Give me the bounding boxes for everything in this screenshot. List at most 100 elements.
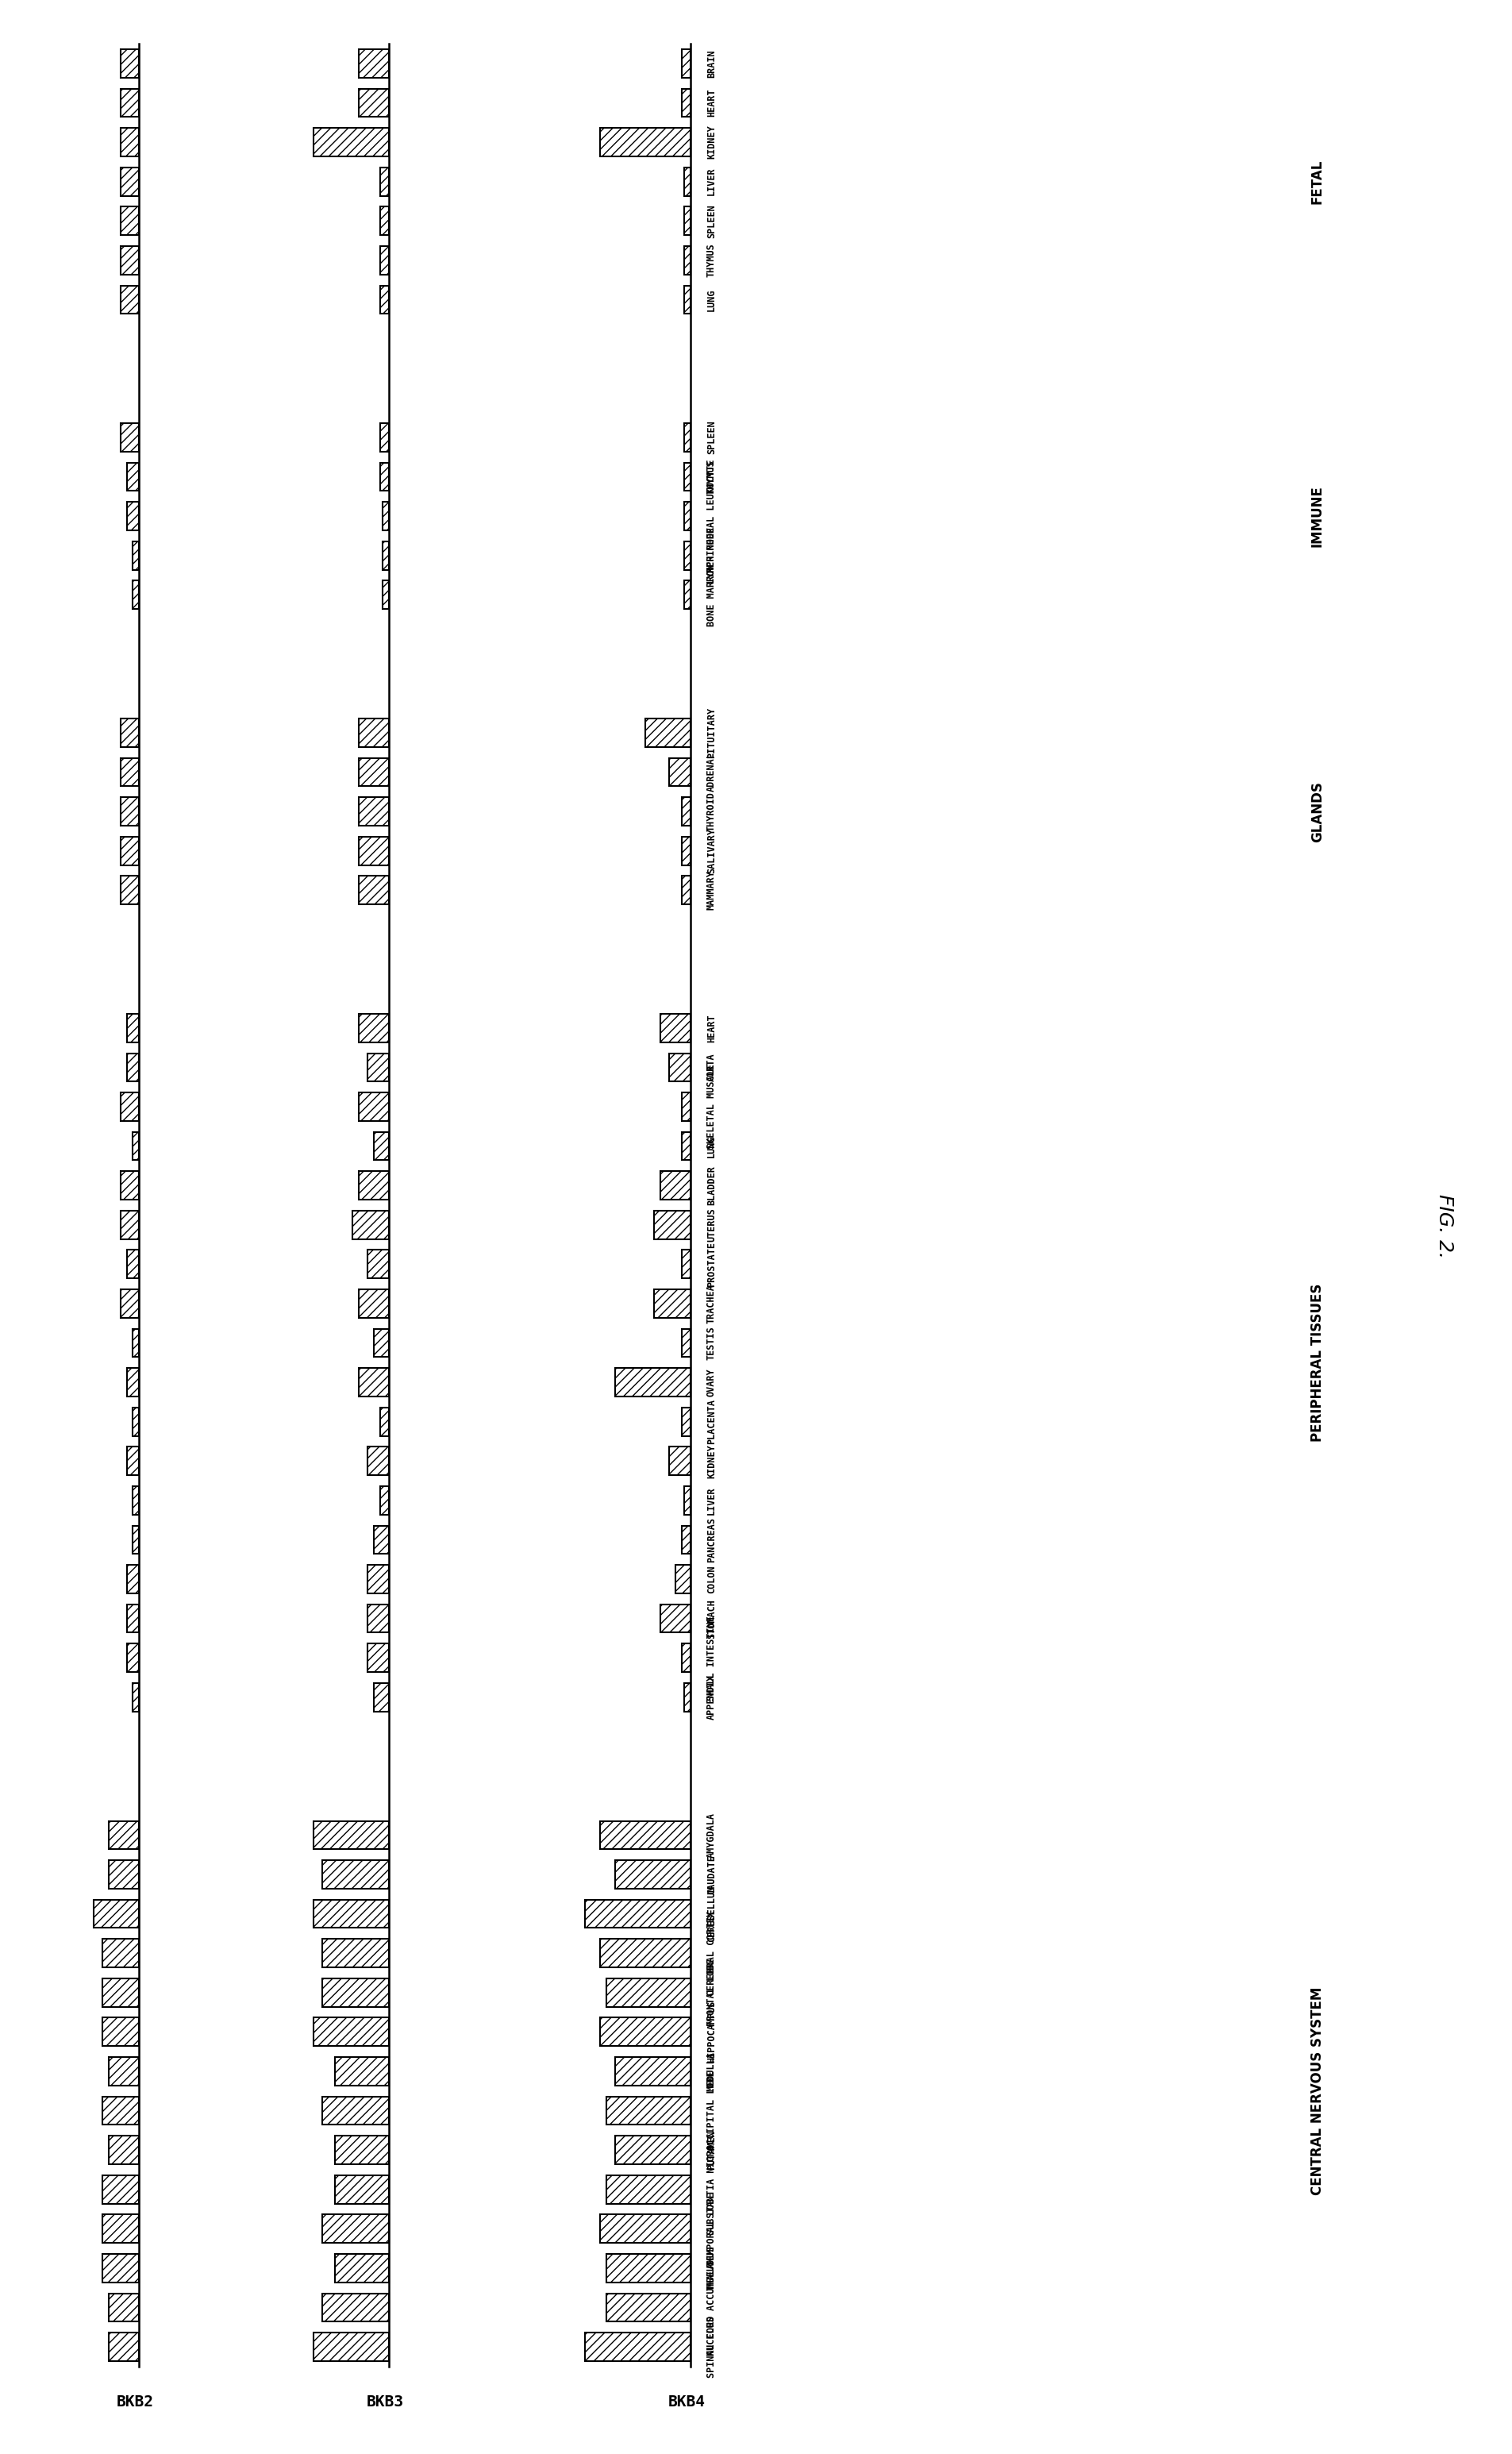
Bar [127, 1249, 139, 1279]
Bar [358, 1014, 389, 1043]
Bar [103, 2253, 139, 2282]
Bar [655, 1288, 689, 1318]
Bar [109, 1860, 139, 1890]
Bar [103, 2017, 139, 2047]
Text: FRONTAL LOBE: FRONTAL LOBE [706, 1958, 717, 2027]
Text: TEMPORAL LOBE: TEMPORAL LOBE [706, 2191, 717, 2265]
Text: BKB3: BKB3 [366, 2395, 404, 2410]
Text: NUCELUS ACCUMBEUS: NUCELUS ACCUMBEUS [706, 2260, 717, 2356]
Bar [367, 1605, 389, 1632]
Bar [661, 1605, 689, 1632]
Bar [121, 758, 139, 785]
Bar [121, 798, 139, 825]
Bar [358, 1092, 389, 1121]
Text: BKB2: BKB2 [116, 2395, 154, 2410]
Bar [680, 837, 689, 864]
Bar [103, 1939, 139, 1968]
Text: FETAL: FETAL [1309, 160, 1325, 204]
Bar [606, 2096, 689, 2125]
Text: LUNG: LUNG [706, 1134, 717, 1158]
Bar [313, 128, 389, 157]
Bar [322, 1978, 389, 2007]
Text: LIVER: LIVER [706, 1487, 717, 1514]
Bar [121, 206, 139, 236]
Text: AMYGDALA: AMYGDALA [706, 1814, 717, 1858]
Text: BKB4: BKB4 [668, 2395, 705, 2410]
Bar [322, 2294, 389, 2321]
Bar [680, 88, 689, 118]
Text: KIDNEY: KIDNEY [706, 125, 717, 160]
Bar [380, 464, 389, 491]
Text: UTERUS: UTERUS [706, 1207, 717, 1242]
Text: TRACHEA: TRACHEA [706, 1283, 717, 1323]
Text: STOMACH: STOMACH [706, 1598, 717, 1639]
Bar [109, 1821, 139, 1850]
Bar [334, 2174, 389, 2204]
Bar [668, 1053, 689, 1082]
Bar [367, 1566, 389, 1593]
Bar [322, 1860, 389, 1890]
Text: LUNG: LUNG [706, 287, 717, 312]
Text: LIVER: LIVER [706, 167, 717, 196]
Bar [615, 2135, 689, 2164]
Bar [103, 1978, 139, 2007]
Bar [121, 1288, 139, 1318]
Text: FIG. 2.: FIG. 2. [1435, 1195, 1453, 1259]
Bar [383, 582, 389, 609]
Bar [683, 1487, 689, 1514]
Bar [646, 719, 689, 746]
Text: PROSTATE: PROSTATE [706, 1242, 717, 1286]
Text: SUBSTANTIA NIGRA: SUBSTANTIA NIGRA [706, 2145, 717, 2236]
Bar [380, 1409, 389, 1436]
Bar [334, 2253, 389, 2282]
Text: OCCIPITAL LOBE: OCCIPITAL LOBE [706, 2071, 717, 2150]
Bar [600, 1821, 689, 1850]
Bar [322, 2096, 389, 2125]
Bar [358, 1288, 389, 1318]
Bar [322, 2214, 389, 2243]
Bar [121, 1092, 139, 1121]
Bar [380, 422, 389, 452]
Bar [133, 1526, 139, 1553]
Bar [358, 1369, 389, 1396]
Text: MEDULLA: MEDULLA [706, 2052, 717, 2091]
Bar [380, 167, 389, 196]
Bar [358, 719, 389, 746]
Bar [680, 49, 689, 79]
Bar [121, 1210, 139, 1239]
Text: AORTA: AORTA [706, 1053, 717, 1082]
Bar [127, 464, 139, 491]
Bar [367, 1644, 389, 1671]
Bar [127, 1566, 139, 1593]
Bar [133, 1131, 139, 1161]
Bar [133, 1683, 139, 1710]
Bar [668, 758, 689, 785]
Bar [121, 1171, 139, 1200]
Bar [103, 2174, 139, 2204]
Bar [313, 1899, 389, 1929]
Bar [94, 1899, 139, 1929]
Bar [358, 876, 389, 906]
Text: HEART: HEART [706, 88, 717, 118]
Bar [121, 167, 139, 196]
Text: PERIPHERAL LEUKOCYTE: PERIPHERAL LEUKOCYTE [706, 459, 717, 572]
Bar [127, 1448, 139, 1475]
Bar [373, 1328, 389, 1357]
Bar [683, 542, 689, 569]
Bar [661, 1014, 689, 1043]
Text: MAMMARY: MAMMARY [706, 871, 717, 910]
Bar [683, 464, 689, 491]
Bar [367, 1053, 389, 1082]
Bar [683, 245, 689, 275]
Text: BRAIN: BRAIN [706, 49, 717, 79]
Bar [383, 542, 389, 569]
Bar [683, 422, 689, 452]
Text: OVARY: OVARY [706, 1369, 717, 1396]
Bar [109, 2135, 139, 2164]
Bar [367, 1448, 389, 1475]
Text: ADRENAL: ADRENAL [706, 753, 717, 793]
Bar [313, 1821, 389, 1850]
Bar [683, 206, 689, 236]
Bar [674, 1566, 689, 1593]
Bar [358, 1171, 389, 1200]
